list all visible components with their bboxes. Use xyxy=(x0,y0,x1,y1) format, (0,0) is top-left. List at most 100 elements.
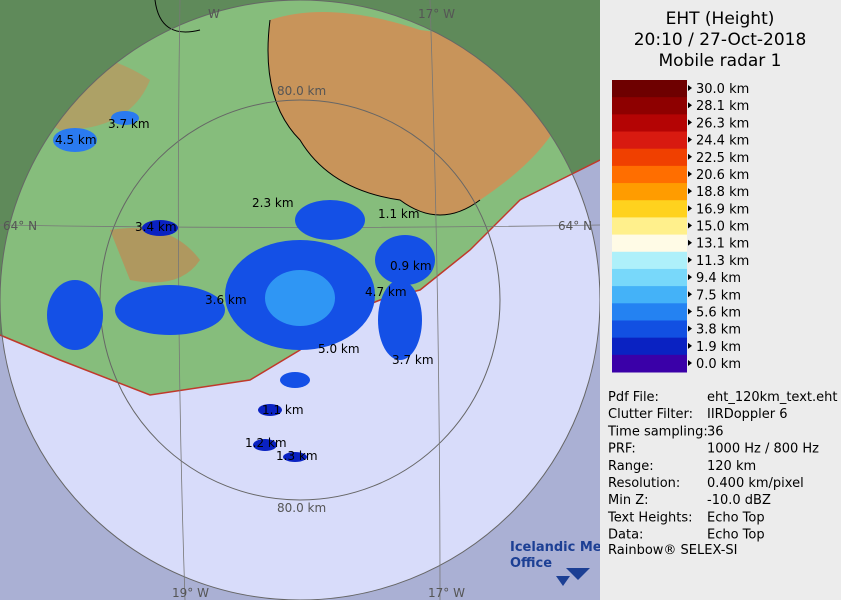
info-value: 36 xyxy=(707,424,724,439)
legend-label: 18.8 km xyxy=(696,185,749,200)
echo-label: 1.1 km xyxy=(378,207,420,221)
legend-label: 7.5 km xyxy=(696,288,741,303)
panel-title: 20:10 / 27-Oct-2018 xyxy=(634,30,807,50)
legend-label: 3.8 km xyxy=(696,323,741,338)
echoes xyxy=(47,111,435,462)
info-key: Clutter Filter: xyxy=(608,407,693,422)
map: W 17° W 80.0 km 64° N 64° N 80.0 km 19° W 17° W… xyxy=(0,0,608,600)
legend-label: 28.1 km xyxy=(696,99,749,114)
echo-label: 1.2 km xyxy=(245,436,287,450)
legend-label: 24.4 km xyxy=(696,134,749,149)
echo-label: 3.4 km xyxy=(135,220,177,234)
info-key: Data: xyxy=(608,528,643,543)
info-value: 1000 Hz / 800 Hz xyxy=(707,442,819,457)
echo-label: 3.7 km xyxy=(392,353,434,367)
legend-tick xyxy=(688,274,692,281)
map-labels: W 17° W 80.0 km 64° N 64° N 80.0 km 19° W 17° W… xyxy=(3,7,592,600)
grid-label: 17° W xyxy=(418,7,455,21)
info-key: Text Heights: xyxy=(607,510,693,525)
info-value: -10.0 dBZ xyxy=(707,493,771,508)
legend-label: 5.6 km xyxy=(696,305,741,320)
legend-label: 20.6 km xyxy=(696,168,749,183)
legend-swatch xyxy=(612,97,687,115)
echo-label: 2.3 km xyxy=(252,196,294,210)
grid-label: 17° W xyxy=(428,586,465,600)
legend-label: 30.0 km xyxy=(696,82,749,97)
legend-swatch xyxy=(612,337,687,356)
legend-tick xyxy=(688,239,692,246)
legend-swatch xyxy=(612,131,687,150)
legend-swatch xyxy=(612,251,687,270)
legend-swatch xyxy=(612,320,687,339)
echo-label: 5.0 km xyxy=(318,342,360,356)
legend-tick xyxy=(688,205,692,212)
echo-label: 0.9 km xyxy=(390,259,432,273)
info-key: Range: xyxy=(608,459,654,474)
grid-label: 80.0 km xyxy=(277,501,326,515)
legend-label: 16.9 km xyxy=(696,202,749,217)
panel-title: EHT (Height) xyxy=(666,9,775,29)
info-key: Pdf File: xyxy=(608,390,659,405)
logo: Icelandic Met Office xyxy=(510,540,608,586)
legend-swatch xyxy=(612,165,687,184)
legend-swatch xyxy=(612,183,687,201)
legend-swatch xyxy=(612,148,687,167)
panel-title: Mobile radar 1 xyxy=(659,51,782,71)
grid-label: 19° W xyxy=(172,586,209,600)
legend-label: 26.3 km xyxy=(696,116,749,131)
grid-label: W xyxy=(208,7,220,21)
legend-swatch xyxy=(612,234,687,253)
legend-tick xyxy=(688,153,692,160)
legend-tick xyxy=(688,360,692,366)
legend-tick xyxy=(688,308,692,315)
legend-tick xyxy=(688,170,692,177)
legend-label: 13.1 km xyxy=(696,237,749,252)
info-value: Echo Top xyxy=(707,528,765,543)
logo-text: Office xyxy=(510,556,552,571)
info-value: IIRDoppler 6 xyxy=(707,407,788,422)
grid-label: 80.0 km xyxy=(277,84,326,98)
legend-label: 11.3 km xyxy=(696,254,749,269)
info-footer: Rainbow® SELEX-SI xyxy=(608,543,738,558)
echo-label: 1.1 km xyxy=(262,403,304,417)
grid-label: 64° N xyxy=(558,219,592,233)
legend-label: 1.9 km xyxy=(696,340,741,355)
logo-text: Icelandic Met xyxy=(510,540,608,555)
legend-tick xyxy=(688,188,692,195)
legend-swatch xyxy=(612,114,687,133)
legend-tick xyxy=(688,85,692,91)
legend-swatch xyxy=(612,200,687,218)
legend-tick xyxy=(688,291,692,298)
legend-tick xyxy=(688,102,692,109)
info-key: Min Z: xyxy=(608,493,649,508)
legend-label: 22.5 km xyxy=(696,151,749,166)
echo-label: 4.5 km xyxy=(55,133,97,147)
legend-label: 0.0 km xyxy=(696,357,741,372)
legend-swatch xyxy=(612,303,687,321)
echo-label: 1.3 km xyxy=(276,449,318,463)
legend-tick xyxy=(688,222,692,229)
legend-tick xyxy=(688,325,692,332)
legend-swatch xyxy=(612,286,687,304)
legend-label: 9.4 km xyxy=(696,271,741,286)
legend-tick xyxy=(688,136,692,143)
echo-label: 3.6 km xyxy=(205,293,247,307)
info-value: 120 km xyxy=(707,459,756,474)
grid-label: 64° N xyxy=(3,219,37,233)
info-key: Time sampling: xyxy=(607,424,708,439)
legend-tick xyxy=(688,119,692,126)
legend-swatch xyxy=(612,80,687,98)
legend-swatch xyxy=(612,217,687,236)
info-value: eht_120km_text.eht xyxy=(707,390,837,405)
info-value: Echo Top xyxy=(707,510,765,525)
info-value: 0.400 km/pixel xyxy=(707,476,804,491)
info-key: Resolution: xyxy=(608,476,680,491)
legend-swatch xyxy=(612,268,687,287)
legend-tick xyxy=(688,342,692,349)
echo-label: 3.7 km xyxy=(108,117,150,131)
legend-label: 15.0 km xyxy=(696,220,749,235)
legend-tick xyxy=(688,256,692,263)
